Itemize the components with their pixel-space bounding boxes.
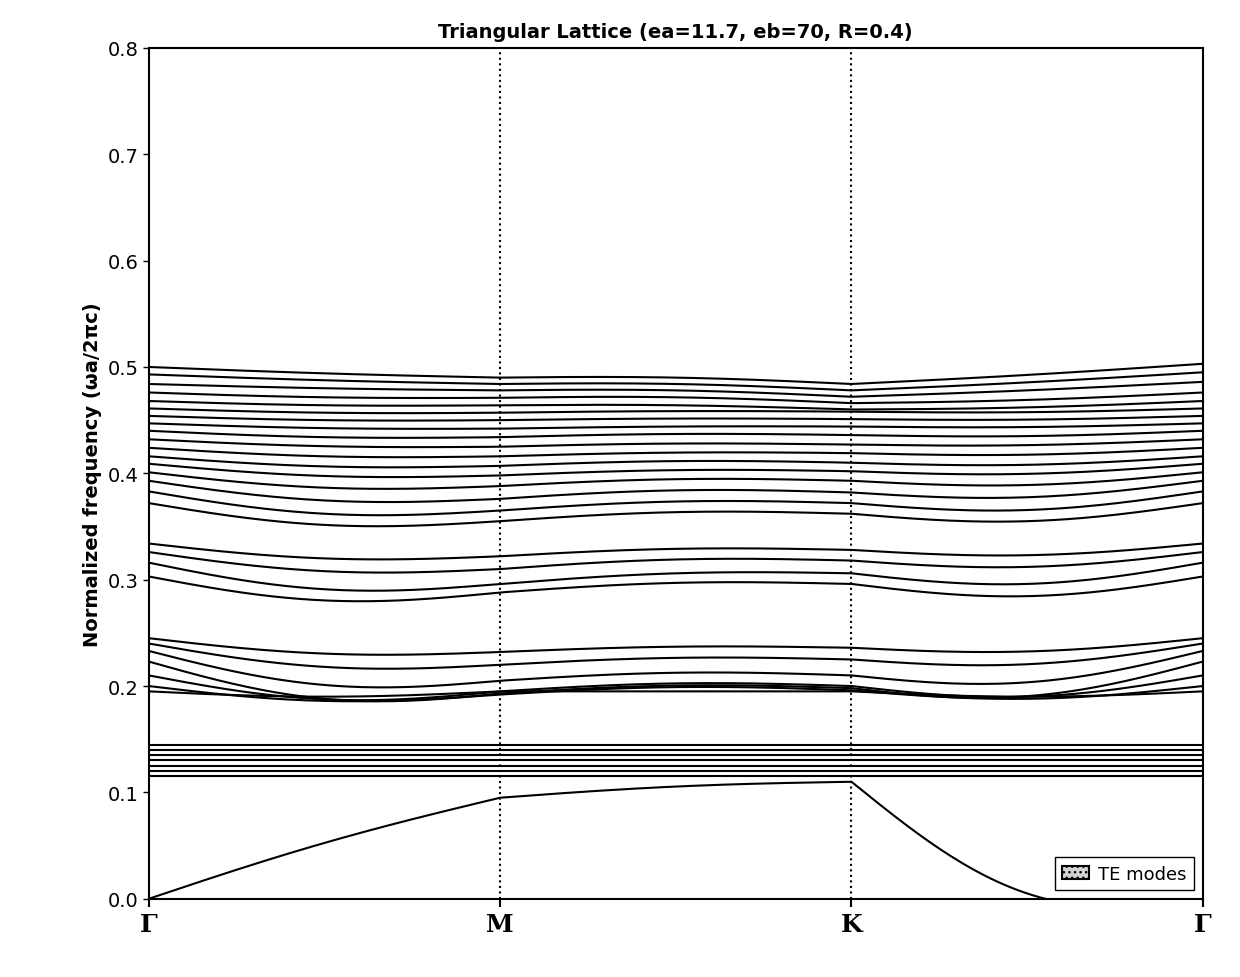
Legend: TE modes: TE modes (1055, 858, 1194, 890)
Y-axis label: Normalized frequency (ωa/2πc): Normalized frequency (ωa/2πc) (83, 302, 102, 646)
Title: Triangular Lattice (ea=11.7, eb=70, R=0.4): Triangular Lattice (ea=11.7, eb=70, R=0.… (439, 22, 913, 42)
